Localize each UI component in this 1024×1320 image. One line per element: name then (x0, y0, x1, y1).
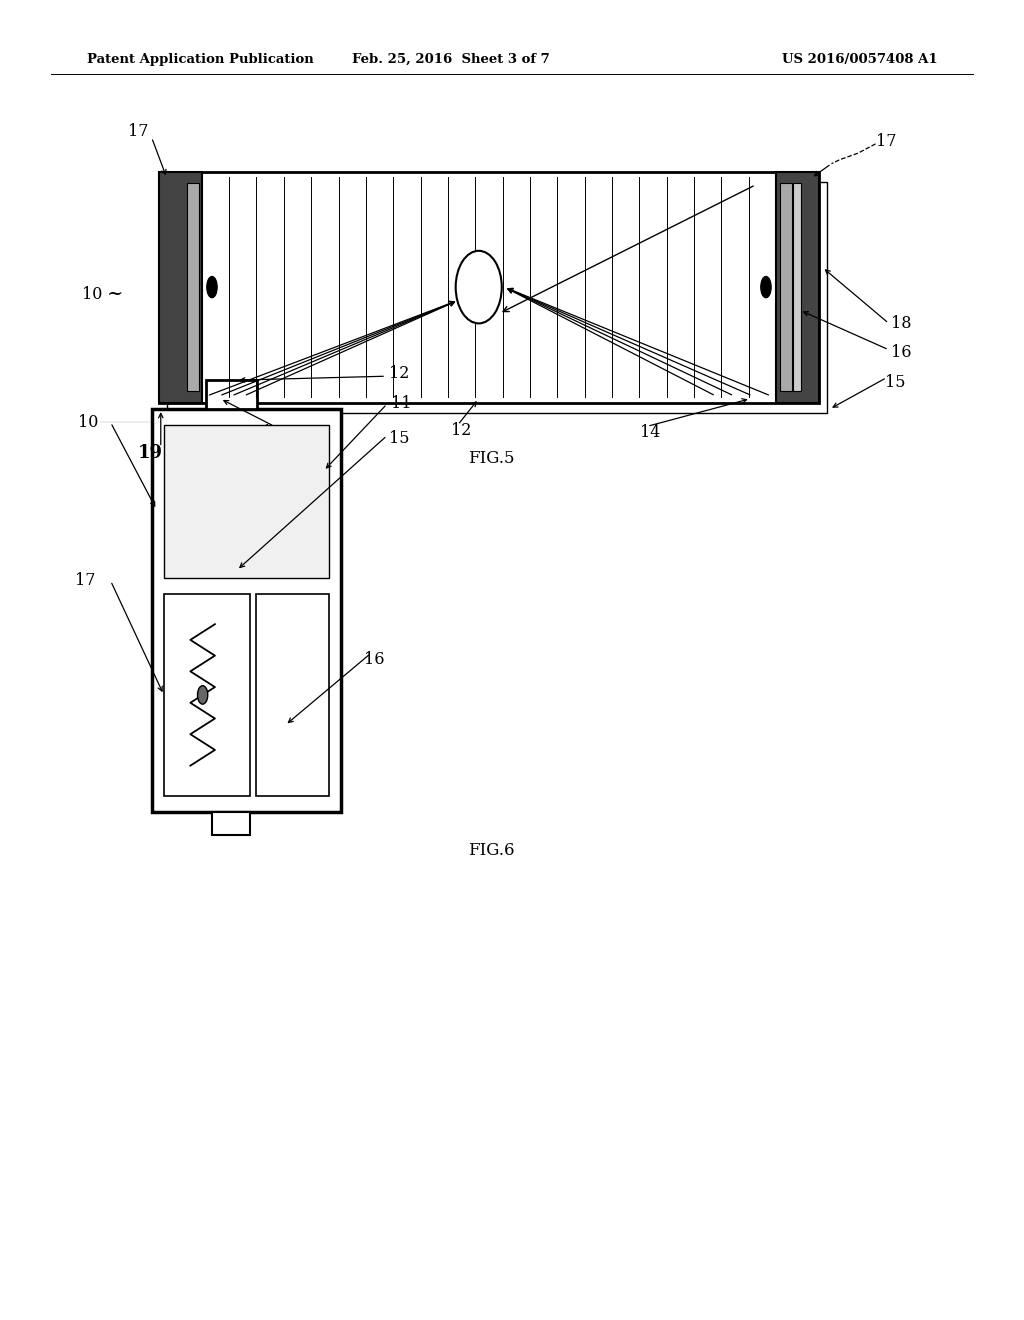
Text: 15: 15 (389, 430, 410, 446)
Ellipse shape (761, 277, 771, 298)
Text: FIG.5: FIG.5 (468, 450, 515, 466)
Text: 16: 16 (891, 345, 911, 360)
Text: 19: 19 (138, 444, 163, 462)
Text: 15: 15 (885, 375, 905, 391)
Bar (186, 183, 199, 391)
Text: 17: 17 (75, 573, 95, 589)
Ellipse shape (456, 251, 502, 323)
Bar (164, 425, 329, 578)
Ellipse shape (198, 685, 208, 704)
Bar (779, 183, 792, 391)
Bar (256, 594, 329, 796)
Bar (794, 183, 801, 391)
Text: Feb. 25, 2016  Sheet 3 of 7: Feb. 25, 2016 Sheet 3 of 7 (351, 53, 550, 66)
Bar (159, 172, 202, 403)
Text: 18: 18 (891, 315, 911, 331)
Ellipse shape (207, 277, 217, 298)
Bar (212, 812, 250, 836)
Text: 12: 12 (389, 366, 410, 381)
Bar (159, 172, 819, 403)
Text: 10: 10 (78, 414, 98, 430)
Text: ~: ~ (106, 285, 123, 304)
Text: FIG.6: FIG.6 (468, 842, 515, 858)
Text: 13: 13 (262, 425, 283, 441)
Bar (167, 182, 827, 413)
Text: US 2016/0057408 A1: US 2016/0057408 A1 (782, 53, 938, 66)
Bar (206, 380, 257, 409)
Bar (776, 172, 819, 403)
Bar (152, 409, 341, 812)
Text: 10: 10 (82, 286, 102, 302)
Text: 11: 11 (391, 396, 412, 412)
Text: Patent Application Publication: Patent Application Publication (87, 53, 313, 66)
Text: 16: 16 (364, 652, 384, 668)
Text: 17: 17 (128, 124, 148, 140)
Bar (164, 594, 250, 796)
Text: 12: 12 (451, 422, 471, 438)
Text: 14: 14 (640, 425, 660, 441)
Text: 17: 17 (876, 133, 896, 149)
